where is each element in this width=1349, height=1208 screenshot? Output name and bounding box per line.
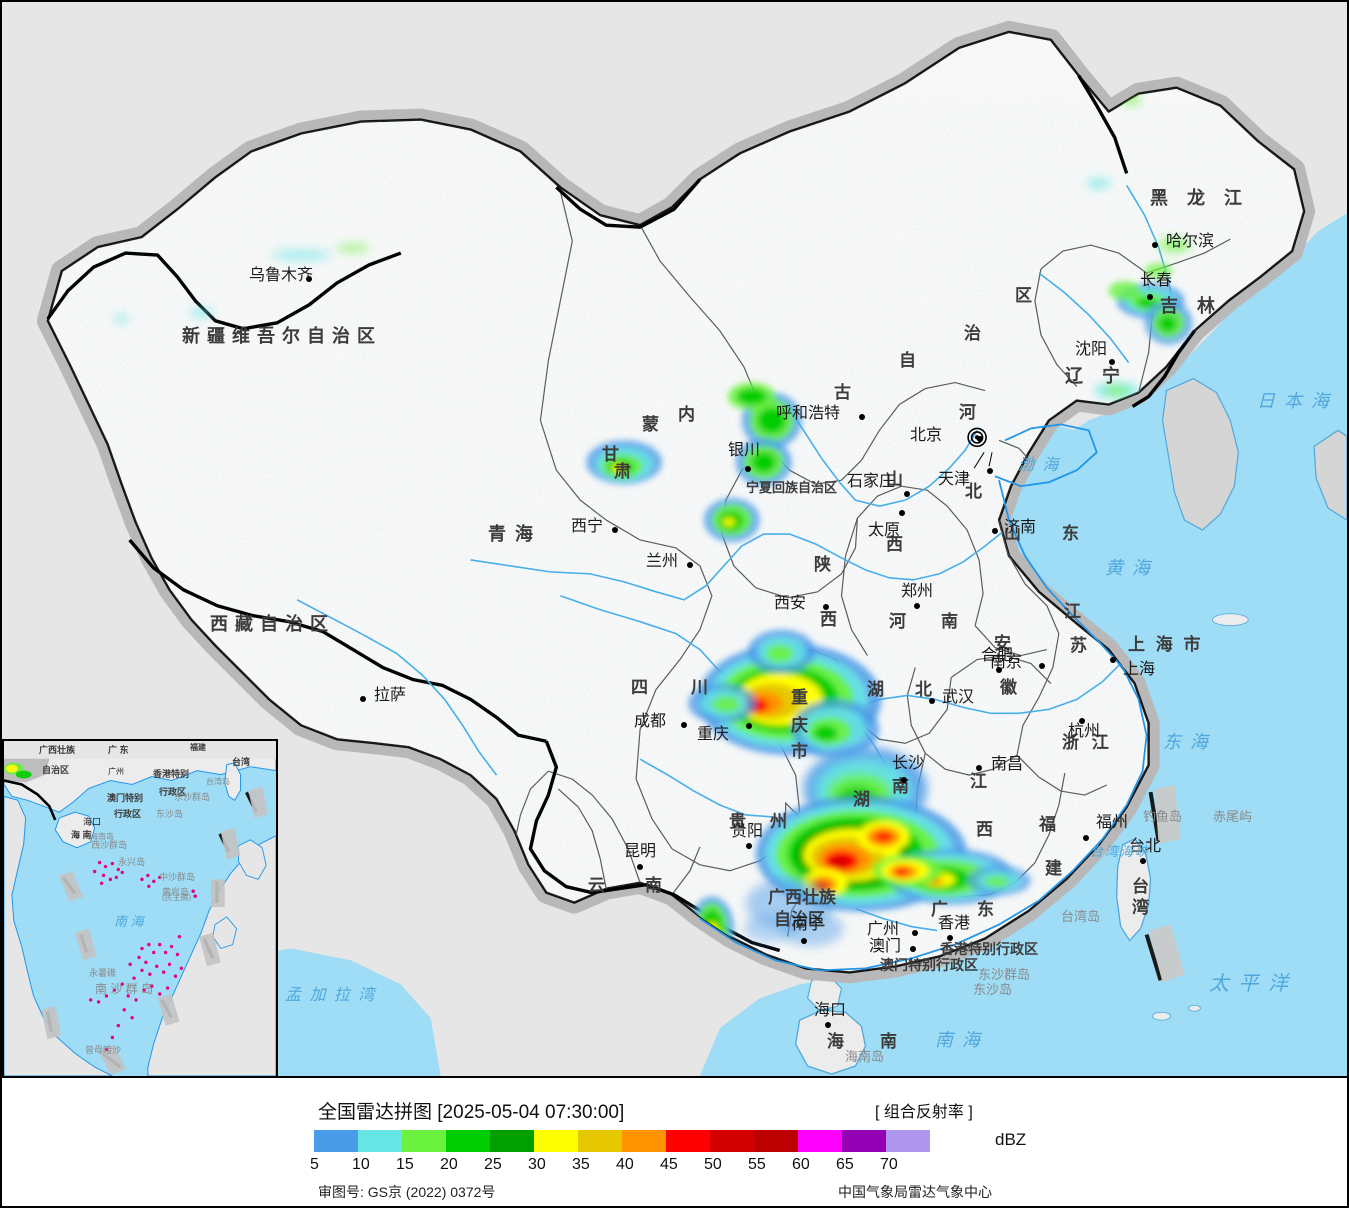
city-marker-dot (996, 667, 1002, 673)
city-marker-dot (859, 414, 865, 420)
colorbar-tick: 65 (836, 1156, 854, 1173)
colorbar-tick: 45 (660, 1156, 678, 1173)
city-marker-dot (914, 603, 920, 609)
colorbar-tick: 55 (748, 1156, 766, 1173)
approval-number: 审图号: GS京 (2022) 0372号 (318, 1184, 496, 1200)
colorbar-tick: 40 (616, 1156, 634, 1173)
city-marker-dot (1083, 835, 1089, 841)
echo-jilin (1108, 263, 1193, 345)
dbz-tick-labels: 5 10 15 20 25 30 35 40 45 50 55 60 65 70 (310, 1156, 994, 1176)
map-panel: 新疆维吾尔自治区 西藏自治区青 海甘肃内蒙古自治区黑 龙 江吉 林辽 宁河北山西山… (0, 0, 1349, 1078)
city-marker-dot (1109, 359, 1115, 365)
colorbar-tick: 10 (352, 1156, 370, 1173)
colorbar-swatch-50 (710, 1130, 754, 1152)
city-marker-dot (904, 491, 910, 497)
colorbar-swatch-25 (490, 1130, 534, 1152)
colorbar-swatch-10 (358, 1130, 402, 1152)
inset-map-svg (4, 741, 276, 1076)
colorbar-swatch-70 (886, 1130, 930, 1152)
echo-guangdong (873, 854, 942, 887)
echo-gansu (586, 440, 663, 485)
colorbar-swatch-45 (666, 1130, 710, 1152)
colorbar-tick: 20 (440, 1156, 458, 1173)
city-marker-dot (825, 1022, 831, 1028)
echo-xinjiang (113, 244, 369, 323)
colorbar-tick: 50 (704, 1156, 722, 1173)
colorbar-tick: 15 (396, 1156, 414, 1173)
city-marker-dot (360, 696, 366, 702)
city-marker-dot (612, 527, 618, 533)
legend-footer: 全国雷达拼图 [2025-05-04 07:30:00] [ 组合反射率 ] d… (0, 1078, 1349, 1208)
echo-chongqing (687, 629, 882, 760)
colorbar-tick: 5 (310, 1156, 319, 1173)
colorbar-tick: 30 (528, 1156, 546, 1173)
city-marker-dot (1140, 858, 1146, 864)
city-marker-dot (910, 946, 916, 952)
city-marker-dot (1147, 294, 1153, 300)
city-marker-dot (929, 698, 935, 704)
city-marker-dot (947, 935, 953, 941)
city-marker-dot (1110, 657, 1116, 663)
city-marker-dot (823, 604, 829, 610)
china-radar-map (2, 2, 1347, 1076)
dbz-unit-label: dBZ (995, 1130, 1027, 1149)
city-marker-dot (746, 723, 752, 729)
city-marker-dot (801, 938, 807, 944)
city-marker-dot (746, 843, 752, 849)
agency-credit: 中国气象局雷达气象中心 (838, 1184, 992, 1200)
colorbar-swatch-55 (754, 1130, 798, 1152)
mosaic-title: 全国雷达拼图 [2025-05-04 07:30:00] (318, 1102, 625, 1123)
colorbar-tick: 25 (484, 1156, 502, 1173)
colorbar-swatch-15 (402, 1130, 446, 1152)
colorbar-swatch-65 (842, 1130, 886, 1152)
city-marker-dot (1079, 718, 1085, 724)
echo-liaoning (1094, 382, 1139, 399)
echo-ningxia-neimeng (703, 382, 802, 542)
city-marker-dot (899, 510, 905, 516)
city-marker-dot (992, 528, 998, 534)
city-marker-dot (306, 276, 312, 282)
colorbar-swatch-40 (622, 1130, 666, 1152)
colorbar-tick: 35 (572, 1156, 590, 1173)
city-marker-dot (977, 436, 983, 442)
city-marker-dot (745, 466, 751, 472)
colorbar-tick: 60 (792, 1156, 810, 1173)
city-marker-dot (687, 562, 693, 568)
city-marker-dot (901, 777, 907, 783)
colorbar-swatch-20 (446, 1130, 490, 1152)
south-china-sea-inset: 广西壮族 自治区广 东福建 台湾 广州 香港特别 行政区 澳门特别 行政区 台湾岛 东沙群岛 东沙岛… (2, 739, 278, 1076)
city-marker-dot (912, 930, 918, 936)
product-label: [ 组合反射率 ] (875, 1104, 973, 1121)
colorbar-swatch-5 (314, 1130, 358, 1152)
city-marker-dot (1039, 663, 1045, 669)
city-marker-dot (987, 468, 993, 474)
city-marker-dot (1152, 242, 1158, 248)
colorbar-tick: 70 (880, 1156, 898, 1173)
colorbar-swatch-30 (534, 1130, 578, 1152)
echo-guangxi-sw (743, 877, 844, 947)
dbz-colorbar (314, 1130, 930, 1152)
colorbar-swatch-60 (798, 1130, 842, 1152)
colorbar-swatch-35 (578, 1130, 622, 1152)
city-marker-dot (637, 864, 643, 870)
city-marker-dot (976, 765, 982, 771)
city-marker-dot (681, 722, 687, 728)
